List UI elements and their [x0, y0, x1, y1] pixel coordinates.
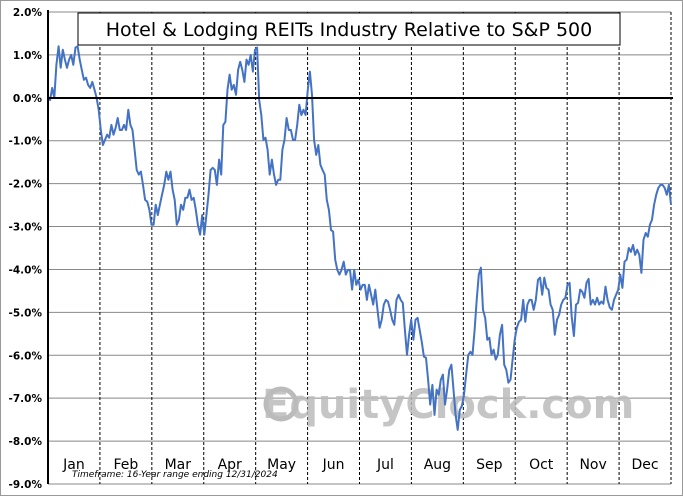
y-tick-label: -5.0%	[9, 307, 43, 319]
y-tick-labels: 2.0% 1.0% 0.0% -1.0% -2.0% -3.0% -4.0% -5.0% -6.…	[9, 7, 43, 491]
x-tick-label: Feb	[113, 457, 138, 473]
x-tick-label: Jan	[62, 457, 85, 473]
footnote: Timeframe: 16-Year range ending 12/31/20…	[72, 470, 278, 480]
x-tick-label: Apr	[218, 457, 242, 473]
watermark-logo-icon	[263, 386, 299, 422]
x-tick-label: Aug	[424, 457, 451, 473]
x-tick-label: Dec	[631, 457, 658, 473]
y-tick-label: -9.0%	[9, 479, 43, 491]
gridlines	[48, 11, 672, 485]
x-tick-label: Nov	[579, 457, 606, 473]
y-tick-label: -2.0%	[9, 179, 43, 191]
title-box	[77, 12, 621, 46]
y-tick-label: 0.0%	[13, 93, 43, 105]
y-tick-label: -7.0%	[9, 393, 43, 405]
x-tick-label: Mar	[165, 457, 192, 473]
x-tick-label: Sep	[476, 457, 503, 473]
y-tick-label: -6.0%	[9, 350, 43, 362]
x-tick-label: Oct	[529, 457, 554, 473]
series-line	[47, 45, 672, 431]
y-tick-label: -4.0%	[9, 264, 43, 276]
y-tick-label: 2.0%	[13, 7, 43, 19]
x-tick-label: Jul	[376, 457, 394, 473]
series-layer	[47, 45, 672, 431]
y-tick-label: 1.0%	[13, 50, 43, 62]
watermark: EquityClock.com	[262, 382, 634, 428]
x-tick-labels: Jan Feb Mar Apr May Jun Jul Aug Sep Oct Nov Dec	[62, 457, 658, 473]
y-tick-label: -8.0%	[9, 436, 43, 448]
x-tick-label: Jun	[322, 457, 345, 473]
y-tick-label: -3.0%	[9, 222, 43, 234]
y-tick-label: -1.0%	[9, 136, 43, 148]
chart-title: Hotel & Lodging REITs Industry Relative …	[106, 19, 592, 41]
x-tick-label: May	[267, 457, 296, 473]
